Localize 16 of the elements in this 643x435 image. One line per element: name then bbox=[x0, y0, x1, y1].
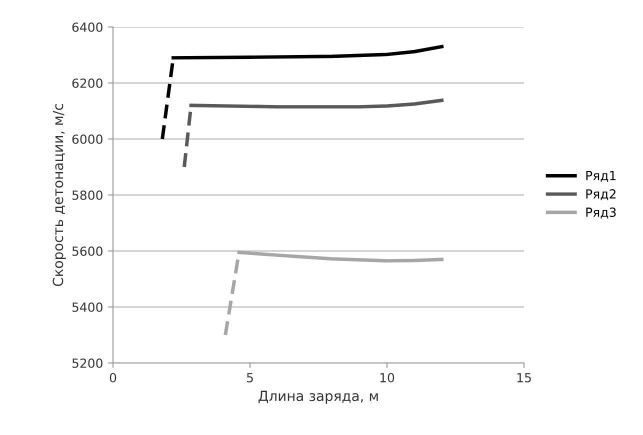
y-tick-label: 6400 bbox=[72, 22, 102, 32]
x-tick-label: 10 bbox=[380, 372, 394, 382]
y-tick-label: 5400 bbox=[72, 302, 102, 312]
y-tick-label: 5200 bbox=[72, 358, 102, 368]
x-tick-label: 5 bbox=[246, 373, 253, 382]
y-tick-label: 6200 bbox=[72, 78, 102, 88]
legend-label: Ряд2 bbox=[586, 189, 616, 200]
y-tick-label: 5800 bbox=[72, 190, 102, 200]
x-axis-title: Длина заряда, м bbox=[258, 390, 378, 404]
x-tick-label: 0 bbox=[110, 372, 116, 382]
y-axis-title: Скорость детонации, м/с bbox=[52, 104, 66, 286]
legend-label: Ряд1 bbox=[586, 170, 616, 182]
y-tick-label: 6000 bbox=[72, 134, 102, 144]
x-tick-label: 15 bbox=[517, 373, 531, 382]
legend-label: Ряд3 bbox=[586, 208, 616, 219]
y-tick-label: 5600 bbox=[72, 246, 102, 256]
